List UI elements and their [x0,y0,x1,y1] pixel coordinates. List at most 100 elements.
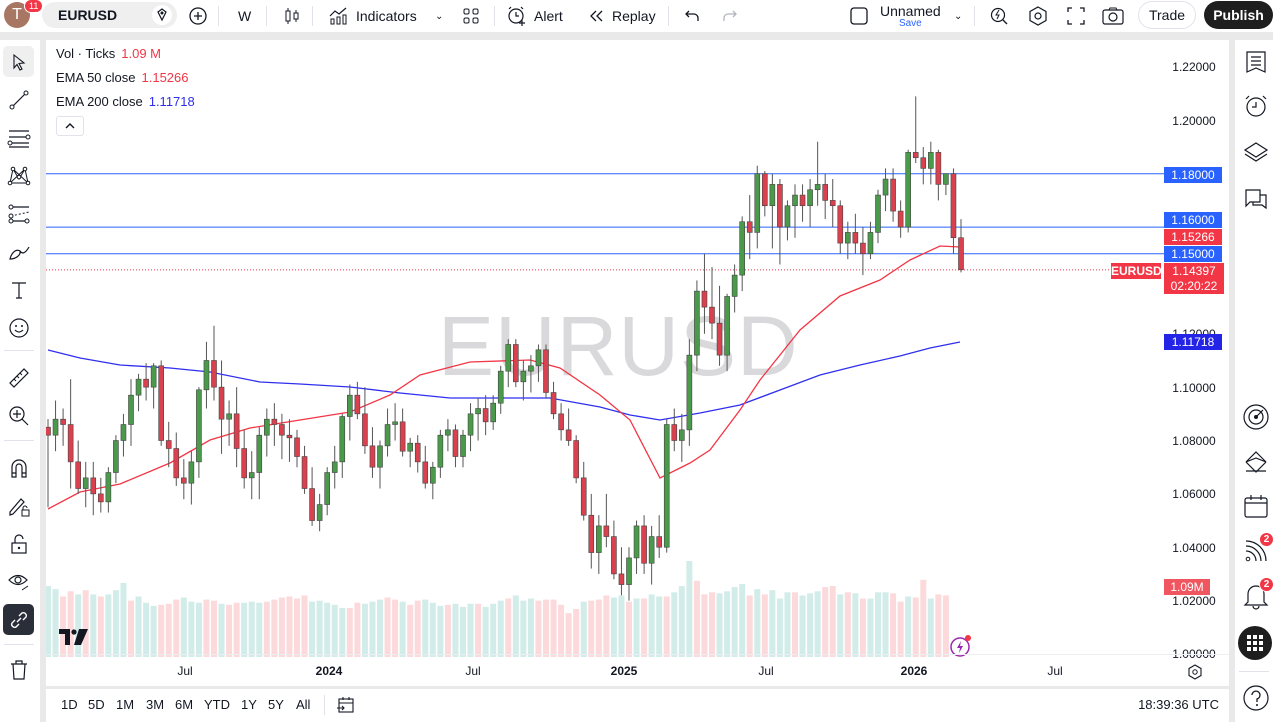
products-menu-button[interactable] [1238,626,1272,660]
broadcast-signal-icon [1245,540,1267,562]
layout-name-button[interactable]: Unnamed Save [880,2,941,29]
range-ytd-button[interactable]: YTD [204,697,230,712]
symbol-pin-icon[interactable] [152,5,172,25]
utc-clock[interactable]: 18:39:36 UTC [1138,697,1219,712]
time-axis-label: Jul [1047,664,1063,678]
emoji-tool[interactable] [3,312,34,343]
range-1d-button[interactable]: 1D [61,697,78,712]
remove-drawings-button[interactable] [3,654,34,685]
ema50-price-tag: 1.15266 [1164,229,1222,245]
divider [4,440,34,441]
bottom-toolbar: 1D 5D 1M 3M 6M YTD 1Y 5Y All 18:39:36 UT… [46,689,1229,722]
apps-grid-icon [1247,635,1263,651]
horizontal-lines-icon [7,129,30,148]
symbol-search[interactable]: EURUSD [42,2,177,28]
zoom-in-tool[interactable] [3,400,34,431]
range-5d-button[interactable]: 5D [88,697,105,712]
divider [1239,671,1269,672]
divider [324,695,325,715]
chart-pane[interactable]: EURUSD Vol · Ticks 1.09 M EMA 50 close 1.1… [46,40,1229,686]
link-chain-icon [10,611,27,628]
measure-tool[interactable] [3,362,34,393]
object-tree-button[interactable] [1241,137,1271,167]
volume-tag: 1.09M [1164,579,1210,595]
templates-grid-icon[interactable] [461,0,481,32]
hline-1-15-tag[interactable]: 1.15000 [1164,246,1222,262]
divider [4,644,34,645]
price-axis-label: 1.02000 [1172,594,1216,608]
notifications-button[interactable]: 2 [1241,577,1273,611]
cursor-arrow-icon [12,53,25,71]
range-3m-button[interactable]: 3M [146,697,165,712]
layout-dropdown-chevron-icon[interactable]: ⌄ [954,10,963,22]
magnet-icon [10,458,27,478]
pattern-tool[interactable] [3,160,34,191]
undo-icon[interactable] [683,0,701,32]
indicators-icon [329,7,347,25]
settings-hexagon-icon[interactable] [1027,0,1049,32]
quick-search-icon[interactable] [988,0,1010,32]
signals-button[interactable]: 2 [1241,532,1273,566]
indicators-button[interactable]: Indicators [328,0,417,32]
divider [974,6,975,26]
chats-button[interactable] [1241,184,1271,214]
hline-1-18-tag[interactable]: 1.18000 [1164,167,1222,183]
trade-button[interactable]: Trade [1138,1,1196,29]
trend-line-tool[interactable] [3,84,34,115]
alerts-clock-button[interactable] [1241,91,1271,121]
volume-value: 1.09 M [121,46,161,61]
divider [4,350,34,351]
interval-button[interactable]: W [238,8,252,24]
axis-settings-icon[interactable] [1187,664,1203,685]
lightning-alert-icon[interactable] [949,634,973,663]
multi-layout-icon[interactable] [849,0,869,32]
user-avatar[interactable]: T 11 [4,0,44,28]
fib-lines-tool[interactable] [3,122,34,153]
collapse-legend-button[interactable] [56,116,84,136]
time-axis-label: 2024 [315,664,343,678]
help-button[interactable] [1241,683,1271,713]
range-1y-button[interactable]: 1Y [241,697,257,712]
compare-add-icon[interactable] [187,0,209,32]
fullscreen-icon[interactable] [1065,0,1087,32]
bar-countdown: 02:20:22 [1170,279,1218,293]
ideas-button[interactable] [1241,447,1271,477]
price-chart-canvas[interactable] [46,40,1229,686]
go-to-date-icon[interactable] [336,695,356,720]
screener-button[interactable] [1241,402,1271,432]
alert-button[interactable]: Alert [506,0,563,32]
indicators-dropdown-chevron-icon[interactable]: ⌄ [435,10,444,22]
lock-all-button[interactable] [3,528,34,559]
text-tool[interactable] [3,274,34,305]
range-1m-button[interactable]: 1M [116,697,135,712]
hide-drawings-button[interactable] [3,566,34,597]
range-all-button[interactable]: All [296,697,311,712]
eye-icon [7,574,28,590]
tradingview-logo-icon[interactable] [59,629,89,650]
hline-1-16-tag[interactable]: 1.16000 [1164,212,1222,228]
volume-legend[interactable]: Vol · Ticks 1.09 M [56,46,161,61]
redo-icon[interactable] [721,0,739,32]
time-axis-label: 2025 [610,664,638,678]
lock-drawings-button[interactable] [3,490,34,521]
ema200-legend[interactable]: EMA 200 close 1.11718 [56,94,195,109]
range-5y-button[interactable]: 5Y [268,697,284,712]
screenshot-camera-icon[interactable] [1101,0,1125,32]
candles-chart-type-icon[interactable] [283,0,301,32]
brush-icon [8,246,30,260]
time-axis-label: 2026 [900,664,928,678]
sync-drawings-button[interactable] [3,604,34,635]
range-6m-button[interactable]: 6M [175,697,194,712]
ema50-legend[interactable]: EMA 50 close 1.15266 [56,70,189,85]
publish-button[interactable]: Publish [1204,1,1273,29]
brush-tool[interactable] [3,236,34,267]
magnet-mode-button[interactable] [3,452,34,483]
calendar-button[interactable] [1241,491,1271,521]
cursor-tool[interactable] [3,46,34,77]
chevron-up-icon [65,123,75,129]
replay-button[interactable]: Replay [588,0,656,32]
ema200-price-tag: 1.11718 [1164,334,1222,350]
forecast-tool[interactable] [3,198,34,229]
lock-open-icon [10,533,27,554]
watchlist-button[interactable] [1241,47,1271,77]
